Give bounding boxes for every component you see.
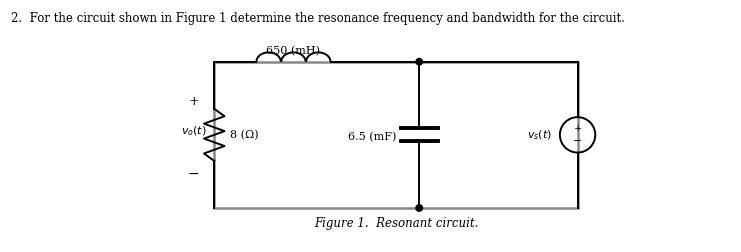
- Text: −: −: [573, 136, 582, 146]
- Text: 2.  For the circuit shown in Figure 1 determine the resonance frequency and band: 2. For the circuit shown in Figure 1 det…: [11, 12, 625, 25]
- Text: $v_o(t)$: $v_o(t)$: [181, 124, 207, 138]
- Text: 6.5 (mF): 6.5 (mF): [348, 132, 396, 142]
- Text: +: +: [188, 95, 199, 108]
- Text: 650 (mH): 650 (mH): [267, 46, 320, 56]
- Text: Figure 1.  Resonant circuit.: Figure 1. Resonant circuit.: [313, 217, 478, 230]
- Text: 8 (Ω): 8 (Ω): [230, 130, 259, 140]
- Text: $v_s(t)$: $v_s(t)$: [528, 128, 553, 142]
- Bar: [214, 62, 577, 208]
- Text: +: +: [574, 124, 582, 133]
- Circle shape: [416, 58, 422, 65]
- Text: −: −: [188, 167, 199, 181]
- Circle shape: [416, 205, 422, 211]
